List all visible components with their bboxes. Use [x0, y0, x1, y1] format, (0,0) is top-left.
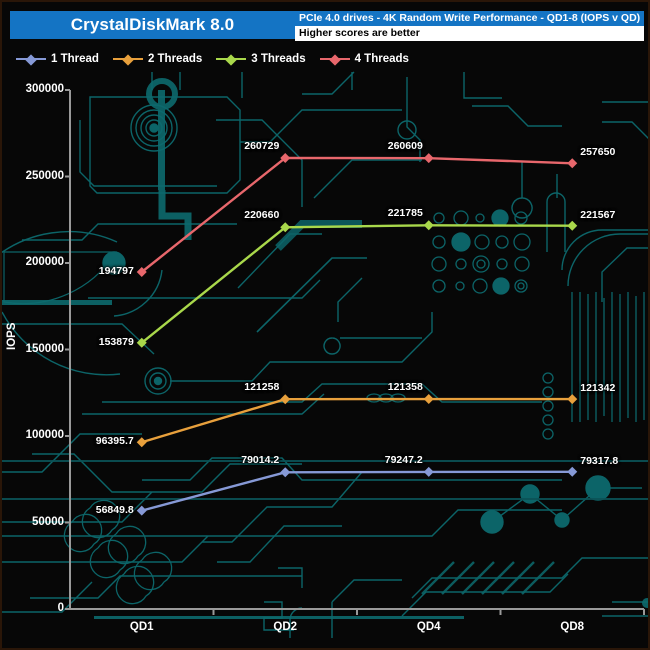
- data-label: 79014.2: [241, 454, 280, 467]
- data-point[interactable]: [567, 394, 578, 405]
- data-point[interactable]: [423, 220, 434, 231]
- chart-subtitle: Higher scores are better: [295, 26, 644, 41]
- axes: [65, 89, 645, 615]
- legend-swatch-diamond: [112, 53, 143, 66]
- data-point[interactable]: [567, 466, 578, 477]
- data-label: 79247.2: [384, 453, 423, 466]
- y-axis-tick-label: 200000: [25, 256, 64, 268]
- data-label: 121342: [580, 382, 616, 395]
- legend-swatch-diamond: [216, 53, 247, 66]
- data-point[interactable]: [136, 267, 147, 278]
- data-point[interactable]: [280, 467, 291, 478]
- series-3-threads: [136, 220, 578, 348]
- data-label: 121258: [244, 381, 280, 394]
- data-point[interactable]: [280, 222, 291, 233]
- data-label: 121358: [387, 381, 423, 394]
- data-label: 194797: [98, 265, 134, 277]
- y-axis-tick-label: 100000: [25, 429, 64, 441]
- x-axis-tick-label: QD2: [273, 621, 298, 633]
- y-axis-tick-label: 250000: [25, 169, 64, 182]
- legend-label: 1 Thread: [51, 53, 99, 65]
- data-point[interactable]: [567, 220, 578, 231]
- chart-title: PCIe 4.0 drives - 4K Random Write Perfor…: [295, 11, 644, 26]
- data-point[interactable]: [423, 394, 434, 405]
- data-label: 79317.8: [580, 454, 619, 467]
- data-point[interactable]: [567, 158, 578, 169]
- legend-label: 2 Threads: [147, 53, 203, 65]
- data-point[interactable]: [280, 394, 291, 405]
- data-label: 257650: [580, 146, 616, 159]
- legend: 1 Thread 2 Threads 3 Threads 4 Threads: [16, 50, 409, 68]
- y-axis-tick-label: 50000: [32, 515, 64, 528]
- x-axis-tick-label: QD1: [129, 621, 154, 633]
- data-point[interactable]: [136, 437, 147, 448]
- legend-swatch-diamond: [319, 53, 350, 66]
- data-label: 56849.8: [95, 503, 134, 516]
- legend-item-2[interactable]: 2 Threads: [112, 53, 203, 66]
- data-label: 221785: [387, 207, 423, 220]
- data-label: 260609: [387, 140, 423, 153]
- data-label: 221567: [580, 208, 616, 221]
- data-label: 96395.7: [95, 435, 134, 448]
- brand-title: CrystalDiskMark 8.0: [10, 11, 295, 39]
- data-label: 260729: [244, 139, 280, 152]
- data-label: 153879: [98, 335, 134, 348]
- header-title-block: PCIe 4.0 drives - 4K Random Write Perfor…: [295, 11, 644, 41]
- legend-item-1[interactable]: 1 Thread: [16, 53, 99, 66]
- legend-label: 4 Threads: [354, 53, 409, 65]
- y-axis-tick-label: 150000: [25, 342, 64, 355]
- x-axis-tick-label: QD8: [560, 621, 585, 633]
- legend-label: 3 Threads: [251, 53, 306, 65]
- data-point[interactable]: [423, 153, 434, 164]
- legend-item-4[interactable]: 4 Threads: [319, 53, 409, 66]
- data-point[interactable]: [136, 337, 147, 348]
- header: CrystalDiskMark 8.0 PCIe 4.0 drives - 4K…: [2, 2, 648, 46]
- data-label: 220660: [244, 209, 280, 222]
- series-4-threads: [136, 152, 578, 278]
- legend-swatch-diamond: [16, 53, 46, 66]
- x-axis-tick-label: QD4: [416, 621, 441, 633]
- data-point[interactable]: [136, 505, 147, 516]
- data-point[interactable]: [280, 152, 291, 163]
- data-point[interactable]: [423, 466, 434, 477]
- series-1-thread: [136, 466, 578, 516]
- y-axis-tick-label: 300000: [25, 83, 64, 95]
- series-2-threads: [136, 394, 578, 448]
- legend-item-3[interactable]: 3 Threads: [216, 53, 306, 66]
- y-axis-tick-label: 0: [57, 602, 64, 614]
